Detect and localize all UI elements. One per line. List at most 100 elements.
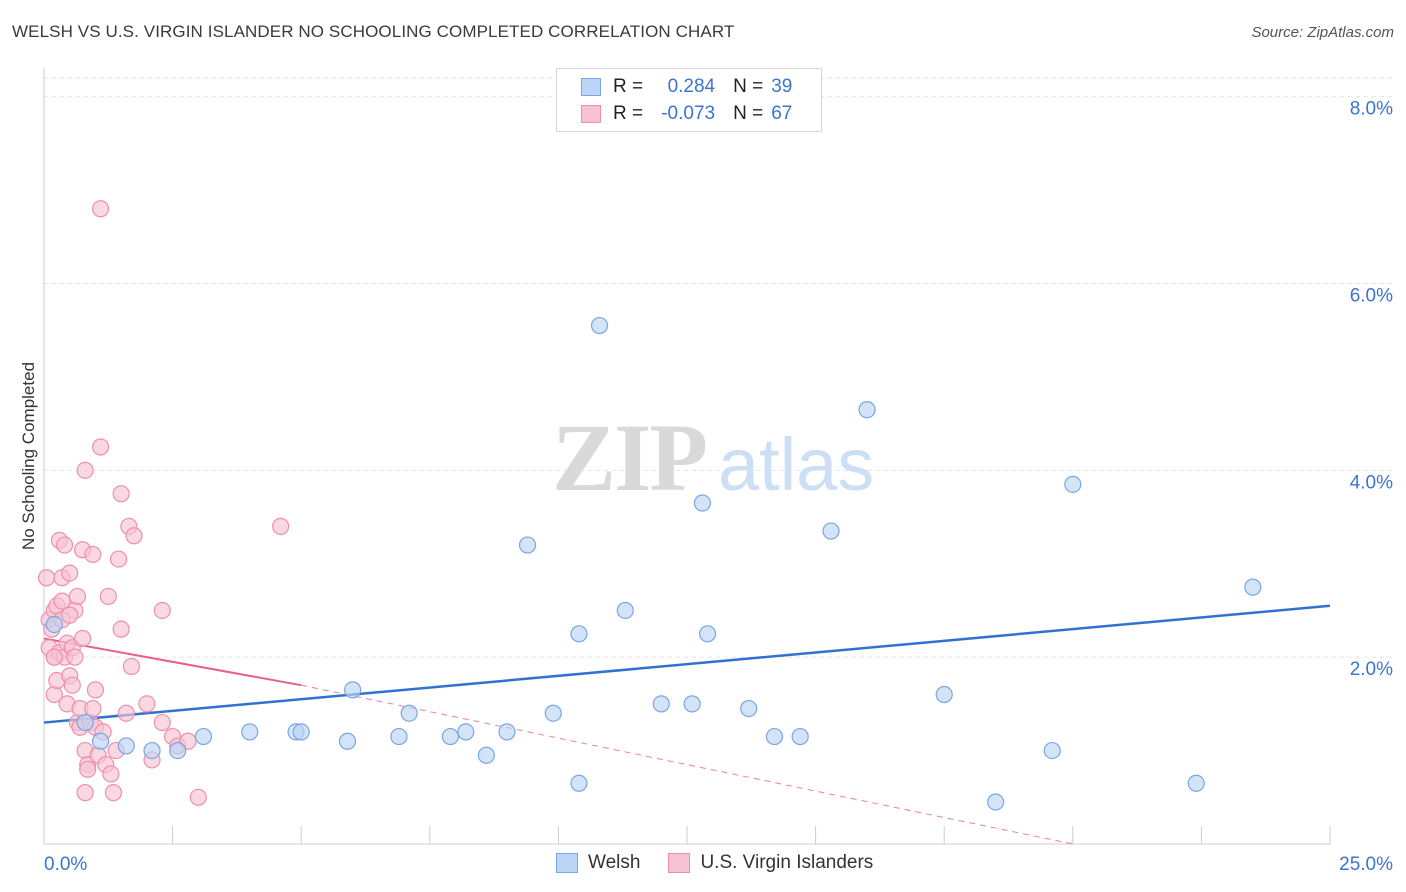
data-point-vi — [66, 648, 84, 666]
data-point-vi — [117, 704, 135, 722]
data-point-vi — [189, 788, 207, 806]
data-point-welsh — [740, 699, 758, 718]
trend-line-vi — [43, 637, 302, 687]
data-point-welsh — [765, 727, 784, 746]
data-point-vi — [138, 695, 156, 713]
data-point-vi — [104, 784, 123, 802]
data-point-welsh — [194, 727, 213, 746]
series-swatch-vi — [668, 853, 691, 873]
legend-n-label: N = — [733, 103, 764, 124]
data-point-welsh — [441, 727, 459, 746]
data-point-vi — [53, 592, 71, 610]
y-axis-label: No Schooling Completed — [19, 362, 38, 550]
x-tick-label: 0.0% — [44, 854, 87, 875]
data-point-welsh — [169, 741, 187, 760]
data-point-welsh — [1187, 774, 1205, 792]
data-point-vi — [55, 536, 74, 554]
data-point-vi — [122, 657, 141, 676]
data-point-vi — [125, 527, 143, 545]
data-point-welsh — [76, 713, 94, 732]
data-point-welsh — [590, 316, 609, 335]
y-tick-label: 6.0% — [1350, 286, 1393, 307]
data-point-welsh — [652, 695, 670, 713]
series-label-welsh: Welsh — [588, 852, 641, 873]
chart-title: WELSH VS U.S. VIRGIN ISLANDER NO SCHOOLI… — [12, 22, 735, 41]
series-legend-welsh[interactable]: Welsh — [556, 852, 640, 874]
data-point-welsh — [1043, 741, 1061, 760]
legend-n-value-welsh: 39 — [771, 76, 793, 97]
data-point-vi — [112, 620, 130, 638]
data-point-vi — [109, 550, 128, 568]
data-point-welsh — [344, 681, 362, 699]
legend-r-label: R = — [613, 76, 644, 97]
data-point-welsh — [698, 625, 717, 643]
data-point-welsh — [91, 732, 110, 750]
series-label-vi: U.S. Virgin Islanders — [700, 852, 874, 873]
source-label: Source: ZipAtlas.com — [1251, 24, 1394, 41]
data-point-vi — [68, 587, 87, 606]
legend-swatch-vi — [581, 105, 601, 123]
legend-swatch-welsh — [581, 78, 601, 96]
data-point-vi — [153, 713, 171, 732]
data-point-vi — [91, 438, 110, 456]
data-point-welsh — [858, 401, 876, 419]
data-point-welsh — [987, 793, 1005, 811]
series-legend: Welsh U.S. Virgin Islanders — [556, 852, 901, 874]
legend-row-welsh: R = 0.284 N = 39 — [581, 75, 792, 99]
data-point-welsh — [791, 727, 809, 746]
data-point-vi — [73, 629, 92, 648]
data-point-welsh — [1244, 578, 1262, 596]
data-point-vi — [84, 699, 102, 718]
y-tick-label: 4.0% — [1350, 472, 1393, 493]
data-point-welsh — [143, 741, 161, 760]
data-point-welsh — [822, 522, 840, 540]
y-tick-label: 2.0% — [1350, 659, 1393, 680]
data-point-welsh — [570, 625, 588, 643]
data-point-vi — [112, 485, 130, 503]
trend-layer — [43, 604, 1331, 845]
x-tick-label: 25.0% — [1339, 854, 1393, 875]
data-point-welsh — [1064, 475, 1082, 493]
data-point-vi — [79, 760, 97, 778]
data-point-welsh — [477, 746, 495, 764]
data-point-welsh — [683, 695, 701, 713]
data-point-vi — [37, 569, 56, 587]
data-point-vi — [91, 200, 110, 218]
points-layer — [37, 200, 1262, 811]
data-point-vi — [76, 784, 94, 802]
data-point-welsh — [241, 723, 259, 741]
series-legend-vi[interactable]: U.S. Virgin Islanders — [668, 852, 873, 874]
data-point-welsh — [935, 685, 953, 704]
data-point-vi — [76, 461, 94, 479]
data-point-vi — [84, 545, 102, 564]
legend-r-label: R = — [613, 103, 644, 124]
data-point-welsh — [518, 536, 537, 554]
y-tick-label: 8.0% — [1350, 99, 1393, 120]
data-point-vi — [102, 765, 120, 783]
legend-r-value-welsh: 0.284 — [667, 76, 716, 97]
data-point-welsh — [544, 704, 562, 722]
correlation-legend: R = 0.284 N = 39 R = -0.073 N = 67 — [556, 68, 822, 132]
legend-n-label: N = — [733, 76, 764, 97]
data-point-welsh — [457, 723, 475, 741]
axis-layer: 2.0% 4.0% 6.0% 8.0% 0.0% 25.0% — [43, 68, 1393, 875]
data-point-welsh — [498, 723, 516, 741]
data-point-vi — [61, 564, 79, 582]
legend-row-vi: R = -0.073 N = 67 — [581, 102, 792, 126]
data-point-welsh — [338, 732, 357, 750]
data-point-welsh — [117, 737, 135, 755]
data-point-welsh — [390, 727, 408, 746]
data-point-vi — [45, 648, 63, 666]
data-point-welsh — [400, 704, 418, 722]
watermark-atlas: atlas — [718, 423, 874, 506]
data-point-welsh — [616, 601, 634, 620]
data-point-vi — [272, 517, 290, 535]
data-point-vi — [153, 601, 171, 620]
data-point-vi — [61, 606, 79, 624]
data-point-vi — [86, 681, 105, 699]
watermark-zip: ZIP — [552, 404, 706, 511]
data-point-welsh — [292, 723, 310, 741]
series-swatch-welsh — [556, 853, 578, 873]
data-point-vi — [99, 587, 117, 606]
